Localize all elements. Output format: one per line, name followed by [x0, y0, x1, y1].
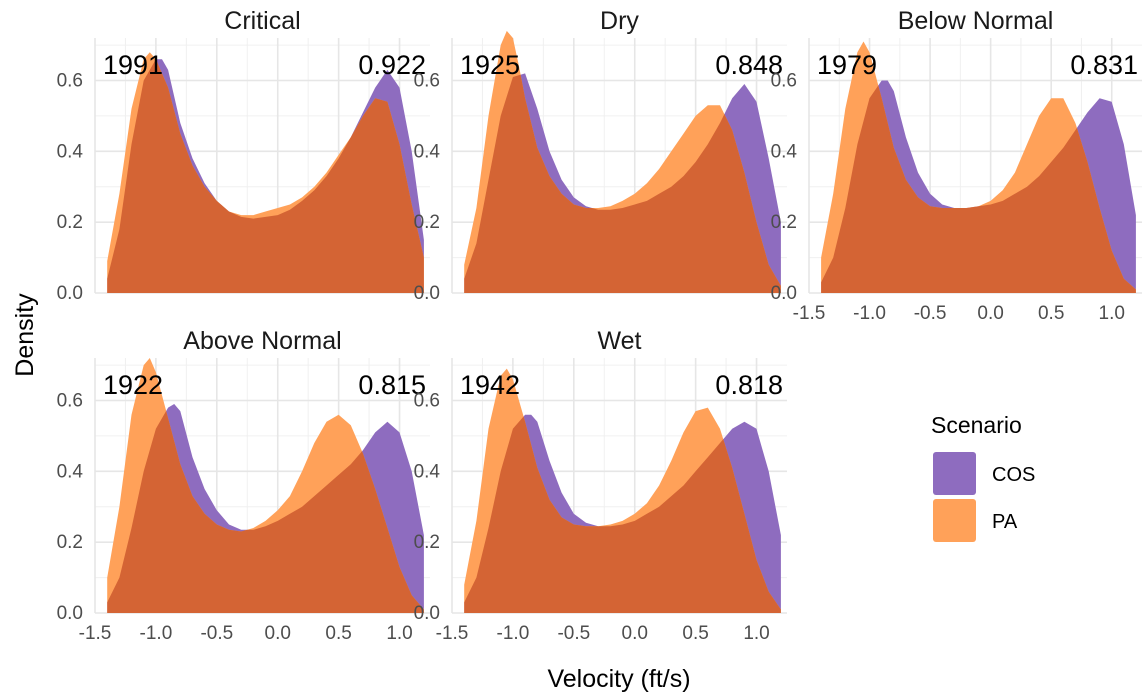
- x-tick-label: 0.5: [682, 623, 708, 644]
- x-tick-label: -0.5: [200, 623, 233, 644]
- y-tick-label: 0.2: [57, 212, 83, 233]
- panel-below-normal: Below Normal 1979 0.831 0.0 0.2 0.4 0.6 -1.5 -1.…: [771, 7, 1142, 324]
- y-tick-label: 0.6: [57, 71, 83, 92]
- facet-title: Wet: [598, 327, 642, 355]
- x-tick-label: -1.0: [140, 623, 173, 644]
- x-tick-label: 0.0: [265, 623, 291, 644]
- x-tick-label: -1.0: [497, 623, 530, 644]
- x-tick-label: 0.5: [325, 623, 351, 644]
- x-tick-label: -1.5: [79, 623, 112, 644]
- facet-title: Dry: [600, 7, 639, 35]
- x-tick-label: -0.5: [557, 623, 590, 644]
- y-tick-label: 0.2: [771, 212, 797, 233]
- y-tick-label: 0.4: [57, 461, 84, 482]
- x-tick-label: 0.5: [1038, 303, 1064, 324]
- y-tick-label: 0.6: [414, 391, 440, 412]
- y-tick-label: 0.4: [414, 461, 441, 482]
- x-tick-label: 1.0: [386, 623, 412, 644]
- legend-key-cos: [933, 452, 976, 495]
- y-tick-label: 0.0: [414, 603, 440, 624]
- legend-title: Scenario: [931, 412, 1022, 438]
- annotation-year: 1942: [460, 370, 520, 400]
- facet-title: Above Normal: [183, 327, 341, 355]
- facet-title: Critical: [224, 7, 300, 35]
- annotation-year: 1979: [817, 50, 877, 80]
- x-tick-label: -1.0: [853, 303, 886, 324]
- facet-title: Below Normal: [898, 7, 1054, 35]
- x-axis-title: Velocity (ft/s): [547, 665, 690, 693]
- y-tick-label: 0.2: [414, 532, 440, 553]
- y-tick-label: 0.6: [57, 391, 83, 412]
- x-tick-label: -1.5: [436, 623, 469, 644]
- annotation-value: 0.831: [1070, 50, 1138, 80]
- x-tick-label: 0.0: [977, 303, 1003, 324]
- legend: Scenario COS PA: [931, 412, 1035, 542]
- annotation-year: 1922: [103, 370, 163, 400]
- x-tick-label: 1.0: [743, 623, 769, 644]
- panel-dry: Dry 1925 0.848 0.0 0.2 0.4 0.6: [414, 7, 787, 304]
- legend-label-pa: PA: [992, 511, 1018, 533]
- density-area-overlap: [464, 73, 781, 293]
- y-tick-label: 0.0: [57, 603, 83, 624]
- y-tick-label: 0.0: [57, 283, 83, 304]
- x-tick-label: 0.0: [622, 623, 648, 644]
- y-tick-label: 0.0: [414, 283, 440, 304]
- x-tick-label: -0.5: [914, 303, 947, 324]
- panel-wet: Wet 1942 0.818 0.0 0.2 0.4 0.6 -1.5 -1.0 -0.5 0.0 0…: [414, 327, 787, 644]
- x-tick-label: -1.5: [793, 303, 826, 324]
- annotation-value: 0.848: [715, 50, 783, 80]
- y-tick-label: 0.2: [414, 212, 440, 233]
- annotation-year: 1925: [460, 50, 520, 80]
- y-tick-label: 0.4: [57, 141, 84, 162]
- x-tick-label: 1.0: [1099, 303, 1125, 324]
- legend-label-cos: COS: [992, 464, 1035, 486]
- y-tick-label: 0.6: [414, 71, 440, 92]
- annotation-value: 0.818: [715, 370, 783, 400]
- legend-key-pa: [933, 499, 976, 542]
- panel-critical: Critical 1991 0.922 0.0 0.2 0.4 0.6: [57, 7, 430, 304]
- annotation-year: 1991: [103, 50, 163, 80]
- y-tick-label: 0.4: [414, 141, 441, 162]
- annotation-value: 0.815: [358, 370, 426, 400]
- y-tick-label: 0.6: [771, 71, 797, 92]
- annotation-value: 0.922: [358, 50, 426, 80]
- y-tick-label: 0.0: [771, 283, 797, 304]
- y-tick-label: 0.2: [57, 532, 83, 553]
- y-axis-title: Density: [11, 293, 39, 377]
- panels-layer: Critical 1991 0.922 0.0 0.2 0.4 0.6 Dry 1925 0.84…: [57, 7, 1142, 644]
- panel-above-normal: Above Normal 1922 0.815 0.0 0.2 0.4 0.6 -1.5 -1.…: [57, 327, 430, 644]
- y-tick-label: 0.4: [771, 141, 798, 162]
- density-area-overlap: [107, 59, 424, 293]
